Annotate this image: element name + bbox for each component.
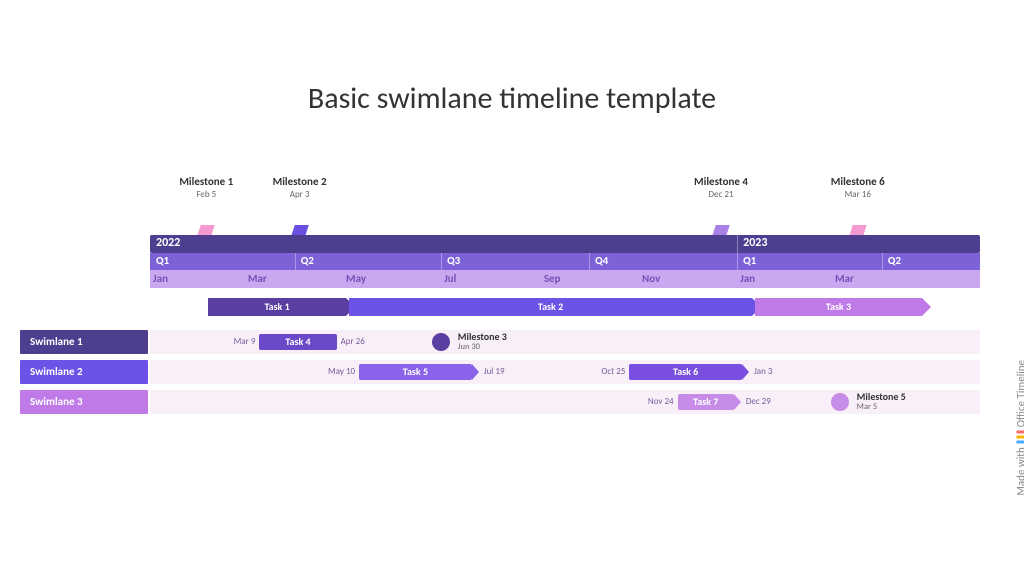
milestone-dot-icon	[831, 393, 849, 411]
summary-task: Task 2	[349, 298, 751, 316]
milestone-top: Milestone 2 Apr 3	[273, 175, 327, 200]
year-label: 2023	[737, 236, 767, 250]
task-end-date: Jul 19	[484, 366, 505, 377]
milestone-top: Milestone 6 Mar 16	[831, 175, 885, 200]
swimlanes: Mar 9Task 4 Apr 26 Milestone 3Jun 30 May …	[150, 330, 980, 414]
month-label: Sep	[541, 272, 561, 285]
milestone-top: Milestone 4 Dec 21	[694, 175, 748, 200]
milestone-date: Mar 16	[831, 189, 885, 200]
month-label: May	[343, 272, 366, 285]
year-label: 2022	[150, 236, 180, 250]
lane-task: Task 5	[359, 364, 472, 380]
quarter-label: Q4	[589, 254, 608, 267]
quarter-label: Q1	[150, 254, 169, 267]
lane-milestone: Milestone 3Jun 30	[432, 332, 507, 352]
watermark: Made with Office Timeline	[1014, 360, 1024, 496]
quarter-label: Q2	[295, 254, 314, 267]
milestone-text: Milestone 5Mar 5	[857, 392, 906, 412]
quarter-label: Q2	[882, 254, 901, 267]
summary-task-row: Task 1Task 2Task 3	[150, 298, 980, 318]
year-band: 2022 2023	[150, 235, 980, 253]
watermark-bar	[1016, 431, 1024, 434]
task-start-date: May 10	[328, 366, 355, 377]
milestones-top-row: Milestone 1 Feb 5Milestone 2 Apr 3Milest…	[150, 175, 980, 221]
swimlane-row: Nov 24 Task 7 Dec 29 Milestone 5Mar 5	[150, 390, 980, 414]
quarter-label: Q1	[737, 254, 756, 267]
milestone-title: Milestone 2	[273, 175, 327, 188]
milestone-date: Apr 3	[273, 189, 327, 200]
milestone-date: Feb 5	[179, 189, 233, 200]
milestone-title: Milestone 6	[831, 175, 885, 188]
page-title: Basic swimlane timeline template	[0, 80, 1024, 117]
month-label: Jan	[150, 272, 168, 285]
lane-task: Task 4	[259, 334, 336, 350]
lane-task: Task 7	[678, 394, 734, 410]
milestone-top: Milestone 1 Feb 5	[179, 175, 233, 200]
swimlane-label: Swimlane 1	[20, 330, 148, 354]
task-start-date: Nov 24	[648, 396, 674, 407]
task-end-date: Dec 29	[746, 396, 771, 407]
swimlane-label: Swimlane 3	[20, 390, 148, 414]
task-end-date: Apr 26	[341, 336, 365, 347]
timeline-container: Milestone 1 Feb 5Milestone 2 Apr 3Milest…	[150, 175, 980, 420]
watermark-brand: Office Timeline	[1014, 360, 1024, 427]
month-band: Jan Mar May Jul Sep Nov Jan Mar	[150, 270, 980, 288]
swimlane-row: May 10 Task 5 Jul 19 Oct 25 Task 6 Jan 3	[150, 360, 980, 384]
milestone-date: Dec 21	[694, 189, 748, 200]
month-label: Nov	[639, 272, 660, 285]
watermark-bars-icon	[1014, 430, 1024, 445]
quarter-label: Q3	[441, 254, 460, 267]
summary-task: Task 3	[755, 298, 922, 316]
task-end-date: Jan 3	[754, 366, 773, 377]
lane-task: Task 6	[629, 364, 742, 380]
month-label: Jul	[441, 272, 456, 285]
month-label: Mar	[245, 272, 267, 285]
summary-task: Task 1	[208, 298, 346, 316]
watermark-bar	[1016, 436, 1024, 439]
month-label: Jan	[737, 272, 755, 285]
milestone-dot-icon	[432, 333, 450, 351]
watermark-bar	[1016, 441, 1024, 444]
milestone-text: Milestone 3Jun 30	[458, 332, 507, 352]
month-label: Mar	[832, 272, 854, 285]
milestone-title: Milestone 1	[179, 175, 233, 188]
swimlane-row: Mar 9Task 4 Apr 26 Milestone 3Jun 30	[150, 330, 980, 354]
swimlane-labels: Swimlane 1 Swimlane 2 Swimlane 3	[20, 330, 148, 420]
task-start-date: Oct 25	[601, 366, 625, 377]
quarter-band: Q1 Q2 Q3 Q4 Q1 Q2	[150, 253, 980, 270]
lane-milestone: Milestone 5Mar 5	[831, 392, 906, 412]
milestone-title: Milestone 4	[694, 175, 748, 188]
watermark-prefix: Made with	[1014, 447, 1024, 495]
task-start-date: Mar 9	[234, 336, 256, 347]
swimlane-label: Swimlane 2	[20, 360, 148, 384]
